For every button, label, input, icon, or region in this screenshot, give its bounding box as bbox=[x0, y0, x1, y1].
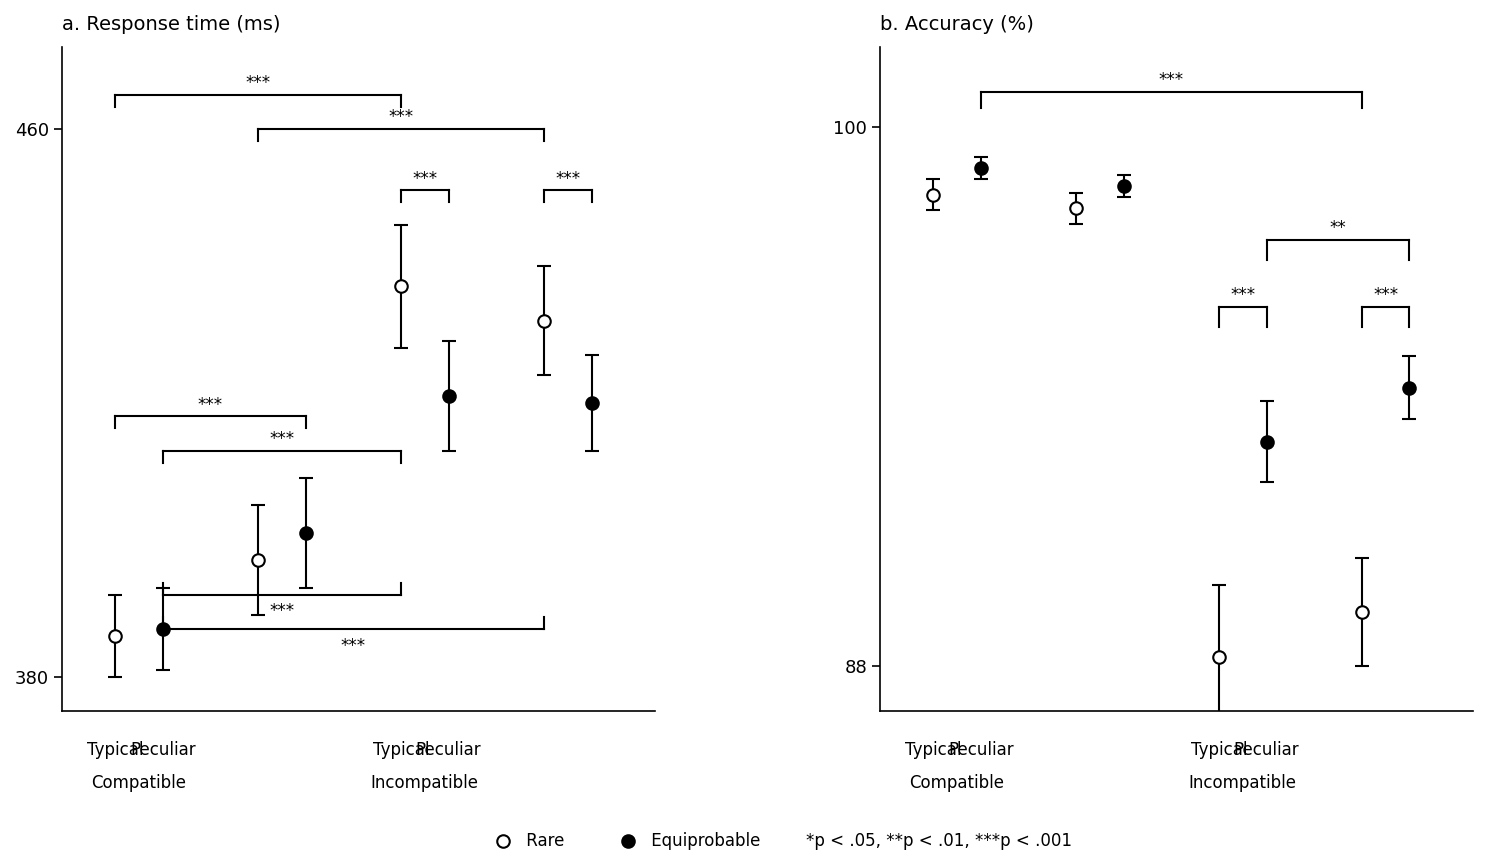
Text: a. Response time (ms): a. Response time (ms) bbox=[62, 15, 281, 34]
Text: Peculiar: Peculiar bbox=[948, 740, 1013, 759]
Text: b. Accuracy (%): b. Accuracy (%) bbox=[881, 15, 1034, 34]
Text: Compatible: Compatible bbox=[909, 774, 1004, 792]
Text: Typical: Typical bbox=[86, 740, 143, 759]
Text: ***: *** bbox=[412, 170, 437, 188]
Text: Rare: Rare bbox=[521, 832, 564, 850]
Text: Typical: Typical bbox=[905, 740, 961, 759]
Text: Peculiar: Peculiar bbox=[129, 740, 196, 759]
Text: Peculiar: Peculiar bbox=[415, 740, 482, 759]
Text: Typical: Typical bbox=[1190, 740, 1247, 759]
Text: ***: *** bbox=[1231, 286, 1256, 304]
Text: ***: *** bbox=[388, 108, 414, 127]
Text: **: ** bbox=[1330, 219, 1347, 237]
Text: Incompatible: Incompatible bbox=[1189, 774, 1296, 792]
Text: ***: *** bbox=[269, 603, 295, 621]
Text: ***: *** bbox=[1373, 286, 1399, 304]
Text: ***: *** bbox=[555, 170, 580, 188]
Text: Peculiar: Peculiar bbox=[1234, 740, 1299, 759]
Text: ***: *** bbox=[269, 430, 295, 448]
Text: Incompatible: Incompatible bbox=[371, 774, 479, 792]
Text: Equiprobable: Equiprobable bbox=[646, 832, 760, 850]
Text: ***: *** bbox=[341, 636, 366, 655]
Text: Compatible: Compatible bbox=[92, 774, 186, 792]
Text: ***: *** bbox=[1159, 71, 1184, 89]
Text: ***: *** bbox=[198, 396, 223, 414]
Text: ***: *** bbox=[246, 74, 271, 92]
Text: *p < .05, **p < .01, ***p < .001: *p < .05, **p < .01, ***p < .001 bbox=[806, 832, 1073, 850]
Text: Typical: Typical bbox=[373, 740, 429, 759]
